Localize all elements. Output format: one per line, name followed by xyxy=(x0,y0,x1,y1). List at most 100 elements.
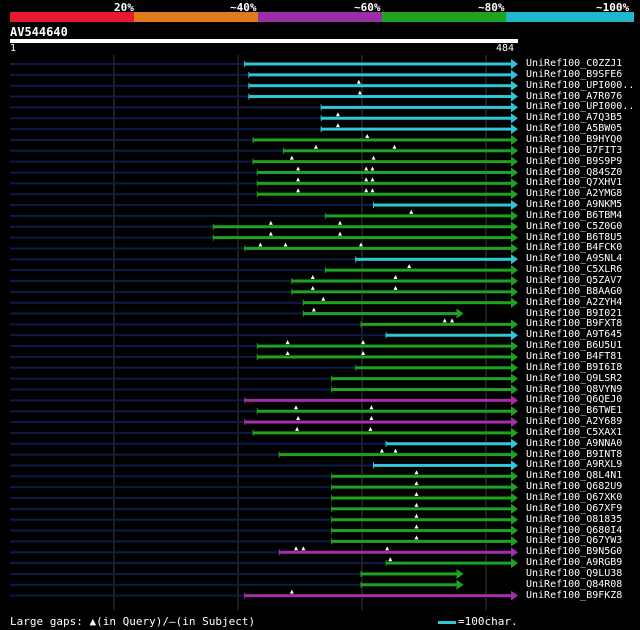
gap-marker xyxy=(388,557,393,562)
hit-label[interactable]: UniRef100_UPI000.. xyxy=(526,79,635,91)
hit-arrow xyxy=(511,286,518,297)
hit-label[interactable]: UniRef100_A2YMG8 xyxy=(526,188,623,200)
hit-arrow xyxy=(511,232,518,243)
hit-bar xyxy=(373,203,512,207)
hit-label[interactable]: UniRef100_A7R076 xyxy=(526,90,623,102)
hit-label[interactable]: UniRef100_A2ZYH4 xyxy=(526,296,623,308)
hit-label[interactable]: UniRef100_C5Z0G0 xyxy=(526,220,623,232)
hit-label[interactable]: UniRef100_B9S9P9 xyxy=(526,155,623,167)
ruler-start: 1 xyxy=(10,43,17,54)
hit-bar xyxy=(244,398,512,402)
scale-label-80: ~80% xyxy=(478,1,505,14)
gap-marker xyxy=(301,546,306,551)
hit-label[interactable]: UniRef100_C0ZZJ1 xyxy=(526,58,623,69)
hit-label[interactable]: UniRef100_B9FKZ8 xyxy=(526,589,623,601)
hit-label[interactable]: UniRef100_B9FXT8 xyxy=(526,318,623,330)
hit-label[interactable]: UniRef100_B9HYQ0 xyxy=(526,133,623,145)
hit-label[interactable]: UniRef100_B9I6I8 xyxy=(526,361,623,373)
hit-arrow xyxy=(511,536,518,547)
ruler-end: 484 xyxy=(496,43,515,54)
hit-label[interactable]: UniRef100_Q67XK0 xyxy=(526,492,623,503)
hit-label[interactable]: UniRef100_A7Q3B5 xyxy=(526,112,623,124)
gap-marker xyxy=(357,90,362,95)
hit-label[interactable]: UniRef100_B9SFE6 xyxy=(526,68,623,80)
hit-label[interactable]: UniRef100_A9NKM5 xyxy=(526,199,623,211)
hit-label[interactable]: UniRef100_B4FCK0 xyxy=(526,242,623,254)
hit-bar xyxy=(248,73,512,77)
legend-scale-swatch xyxy=(438,620,456,624)
gap-marker xyxy=(294,405,298,410)
hit-label[interactable]: UniRef100_B9N5G0 xyxy=(526,546,623,558)
hit-bar xyxy=(253,431,513,435)
hit-label[interactable]: UniRef100_Q6QEJ0 xyxy=(526,394,623,406)
hit-label[interactable]: UniRef100_B6TBM4 xyxy=(526,209,623,221)
hit-arrow xyxy=(511,362,518,373)
gap-marker xyxy=(285,350,290,355)
hit-label[interactable]: UniRef100_Q5ZAV7 xyxy=(526,275,623,286)
gap-marker xyxy=(392,144,397,149)
hit-label[interactable]: UniRef100_Q9LU38 xyxy=(526,567,623,579)
hit-label[interactable]: UniRef100_A2Y689 xyxy=(526,416,623,428)
hit-label[interactable]: UniRef100_A9NNA0 xyxy=(526,437,623,449)
gap-marker xyxy=(321,296,326,301)
hit-bar xyxy=(331,377,512,381)
hit-arrow xyxy=(511,406,518,417)
hit-label[interactable]: UniRef100_B6TWE1 xyxy=(526,405,623,417)
hit-label[interactable]: UniRef100_Q84R08 xyxy=(526,578,623,590)
gap-marker xyxy=(296,188,301,193)
hit-bar xyxy=(213,236,512,240)
scale-segment-80 xyxy=(382,12,506,22)
hit-label[interactable]: UniRef100_UPI000.. xyxy=(526,101,635,113)
hit-label[interactable]: UniRef100_Q67YW3 xyxy=(526,535,623,547)
scale-label-20: 20% xyxy=(114,1,134,14)
hit-label[interactable]: UniRef100_C5XLR6 xyxy=(526,264,623,276)
hit-bar xyxy=(257,181,512,185)
gap-marker xyxy=(338,220,342,225)
query-bar xyxy=(10,39,518,43)
hit-label[interactable]: UniRef100_O81835 xyxy=(526,513,623,525)
hit-label[interactable]: UniRef100_Q8VYN9 xyxy=(526,383,623,395)
hit-label[interactable]: UniRef100_B7FIT3 xyxy=(526,144,623,156)
hit-label[interactable]: UniRef100_Q682U9 xyxy=(526,481,623,493)
hit-bar xyxy=(360,572,458,576)
hit-label[interactable]: UniRef100_Q9LSR2 xyxy=(526,372,623,384)
hit-label[interactable]: UniRef100_Q84SZ0 xyxy=(526,166,623,178)
gap-marker xyxy=(289,589,294,594)
hit-arrow xyxy=(511,297,518,308)
gap-marker xyxy=(414,492,419,496)
hit-arrow xyxy=(511,427,518,438)
hit-label[interactable]: UniRef100_A9T645 xyxy=(526,329,623,341)
hit-arrow xyxy=(511,102,518,113)
hit-label[interactable]: UniRef100_C5XAX1 xyxy=(526,426,623,438)
hit-bar xyxy=(321,116,512,120)
hit-bar xyxy=(331,529,512,533)
hit-label[interactable]: UniRef100_Q680I4 xyxy=(526,524,623,536)
gap-marker xyxy=(442,318,447,323)
hit-bar xyxy=(325,268,512,272)
hit-label[interactable]: UniRef100_Q8L4N1 xyxy=(526,470,623,482)
hit-label[interactable]: UniRef100_B8AAG0 xyxy=(526,285,623,297)
hit-label[interactable]: UniRef100_A9SNL4 xyxy=(526,253,623,265)
hit-label[interactable]: UniRef100_A9RGB9 xyxy=(526,557,623,569)
hit-label[interactable]: UniRef100_A9RXL9 xyxy=(526,459,623,471)
hit-arrow xyxy=(511,91,518,102)
hit-bar xyxy=(253,138,513,142)
hit-label[interactable]: UniRef100_Q67XF9 xyxy=(526,502,623,514)
hit-bar xyxy=(213,225,512,229)
hit-bar xyxy=(303,312,458,316)
hit-label[interactable]: UniRef100_B4FT81 xyxy=(526,350,623,362)
hit-arrow xyxy=(511,525,518,536)
legend-gaps-prefix: Large gaps: xyxy=(10,615,83,628)
hit-arrow xyxy=(511,590,518,601)
hit-label[interactable]: UniRef100_A5BW05 xyxy=(526,123,623,135)
gap-marker xyxy=(407,264,412,269)
hit-arrow xyxy=(511,265,518,276)
hit-label[interactable]: UniRef100_B6T8U5 xyxy=(526,231,623,243)
hit-label[interactable]: UniRef100_B6U5U1 xyxy=(526,340,623,352)
hit-label[interactable]: UniRef100_B9I021 xyxy=(526,307,623,319)
hit-label[interactable]: UniRef100_Q7XHV1 xyxy=(526,177,623,189)
gap-marker xyxy=(393,285,398,290)
hit-label[interactable]: UniRef100_B9INT8 xyxy=(526,448,623,460)
gap-marker xyxy=(414,535,419,540)
